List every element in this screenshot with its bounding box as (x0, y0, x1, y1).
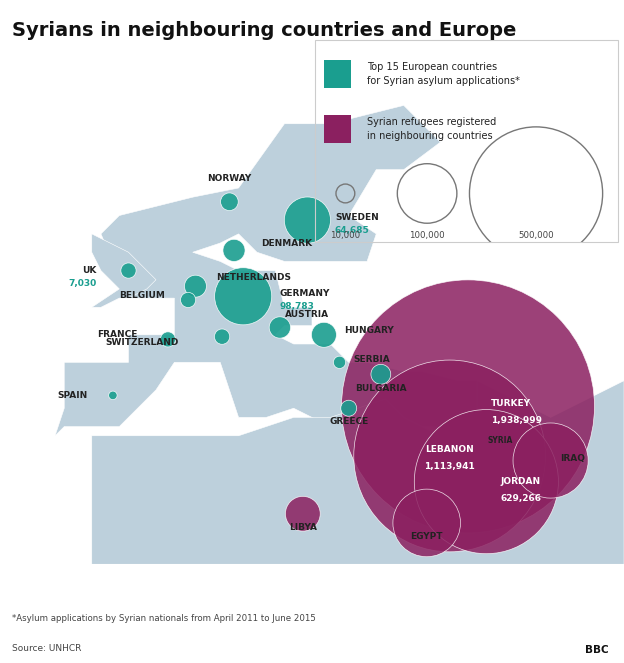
Text: Source: UNHCR: Source: UNHCR (12, 644, 82, 653)
Text: GERMANY: GERMANY (280, 289, 330, 298)
Circle shape (109, 391, 117, 400)
Text: LIBYA: LIBYA (289, 523, 317, 532)
Text: 7,030: 7,030 (68, 279, 96, 288)
Text: SERBIA: SERBIA (353, 355, 390, 364)
Circle shape (160, 332, 175, 347)
Polygon shape (92, 234, 156, 307)
Text: JORDAN: JORDAN (500, 477, 540, 486)
Text: SWITZERLAND: SWITZERLAND (105, 337, 179, 347)
Circle shape (311, 322, 336, 347)
Circle shape (371, 365, 391, 384)
Circle shape (285, 497, 320, 531)
Text: 64,685: 64,685 (335, 225, 369, 235)
Text: HUNGARY: HUNGARY (344, 326, 394, 335)
Circle shape (341, 400, 357, 416)
Text: FRANCE: FRANCE (97, 330, 138, 339)
Circle shape (221, 193, 238, 211)
Text: 1,938,999: 1,938,999 (491, 416, 542, 425)
Text: TURKEY: TURKEY (491, 399, 531, 408)
FancyBboxPatch shape (324, 115, 351, 143)
Text: BELGIUM: BELGIUM (119, 291, 165, 300)
Polygon shape (92, 381, 624, 564)
Circle shape (414, 410, 558, 554)
Text: BULGARIA: BULGARIA (355, 383, 407, 392)
Circle shape (354, 360, 545, 552)
FancyBboxPatch shape (324, 60, 351, 88)
Text: 10,000: 10,000 (330, 231, 361, 240)
Circle shape (513, 423, 588, 498)
Polygon shape (55, 105, 477, 436)
Circle shape (180, 292, 196, 308)
Circle shape (333, 356, 346, 369)
Text: 629,266: 629,266 (500, 494, 541, 503)
Text: EGYPT: EGYPT (411, 532, 443, 541)
Text: SPAIN: SPAIN (57, 391, 87, 400)
Circle shape (285, 197, 331, 243)
Circle shape (215, 268, 271, 325)
Text: SWEDEN: SWEDEN (335, 213, 379, 222)
Circle shape (121, 263, 136, 278)
Circle shape (269, 317, 291, 338)
Text: BBC: BBC (585, 645, 609, 655)
Circle shape (185, 275, 207, 297)
Text: Syrian refugees registered
in neighbouring countries: Syrian refugees registered in neighbouri… (366, 117, 496, 141)
Text: UK: UK (82, 266, 96, 275)
Text: 500,000: 500,000 (519, 231, 554, 240)
Text: *Asylum applications by Syrian nationals from April 2011 to June 2015: *Asylum applications by Syrian nationals… (12, 614, 316, 623)
Text: NORWAY: NORWAY (207, 174, 251, 183)
Text: NETHERLANDS: NETHERLANDS (216, 273, 291, 282)
Text: AUSTRIA: AUSTRIA (285, 310, 329, 319)
Text: IRAQ: IRAQ (560, 454, 585, 463)
Circle shape (215, 329, 230, 344)
Text: 98,783: 98,783 (280, 302, 314, 311)
Text: Syrians in neighbouring countries and Europe: Syrians in neighbouring countries and Eu… (12, 21, 517, 40)
Text: GREECE: GREECE (329, 418, 368, 426)
Text: Top 15 European countries
for Syrian asylum applications*: Top 15 European countries for Syrian asy… (366, 62, 519, 86)
Text: LEBANON: LEBANON (426, 445, 474, 454)
Text: DENMARK: DENMARK (261, 239, 313, 247)
Circle shape (341, 280, 595, 533)
Text: 100,000: 100,000 (409, 231, 445, 240)
Text: SYRIA: SYRIA (487, 436, 513, 445)
Circle shape (223, 239, 245, 261)
Circle shape (393, 489, 461, 557)
Text: 1,113,941: 1,113,941 (424, 461, 475, 471)
